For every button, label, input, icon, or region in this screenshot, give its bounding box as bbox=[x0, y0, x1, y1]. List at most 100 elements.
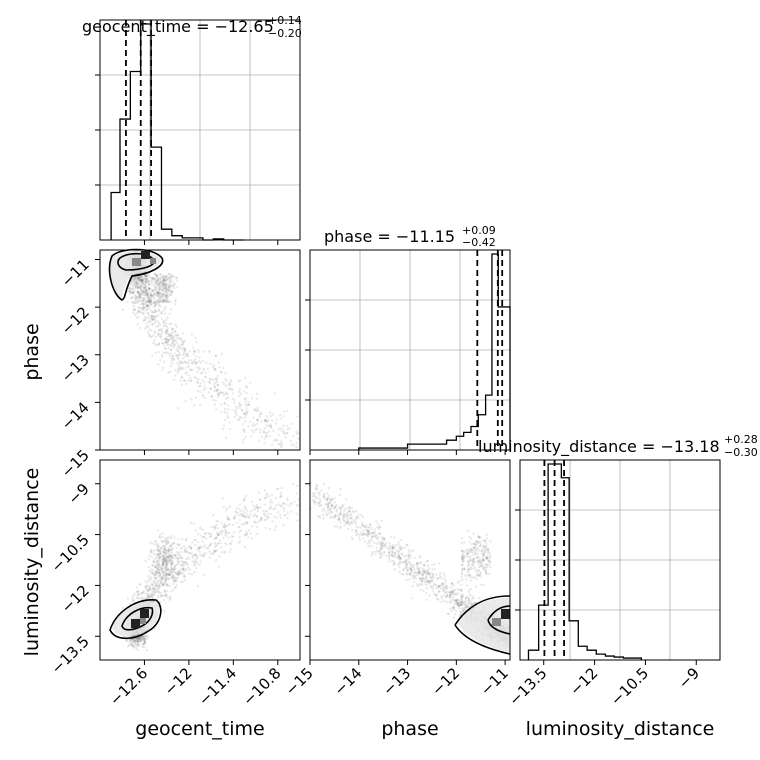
sample-point bbox=[182, 352, 186, 355]
sample-point bbox=[437, 590, 441, 594]
sample-point bbox=[139, 278, 142, 281]
sample-point bbox=[265, 415, 268, 418]
sample-point bbox=[141, 637, 144, 640]
sample-point bbox=[149, 301, 152, 305]
sample-point bbox=[443, 582, 446, 586]
sample-point bbox=[163, 570, 166, 574]
sample-point bbox=[152, 593, 156, 596]
sample-point bbox=[451, 591, 454, 594]
sample-point bbox=[243, 412, 246, 415]
sample-point bbox=[216, 533, 220, 537]
sample-point bbox=[234, 514, 237, 517]
sample-point bbox=[419, 577, 422, 580]
sample-point bbox=[170, 344, 173, 347]
sample-point bbox=[184, 348, 187, 351]
sample-point bbox=[145, 308, 148, 311]
sample-point bbox=[433, 563, 436, 566]
sample-point bbox=[424, 571, 427, 575]
panel-luminosity-distance-vs-phase: −15 −14 −13 −12 −11 phase bbox=[282, 459, 512, 740]
sample-point bbox=[133, 289, 136, 292]
sample-point bbox=[176, 349, 179, 353]
sample-point bbox=[280, 495, 283, 498]
sample-point bbox=[225, 534, 228, 538]
sample-point bbox=[164, 567, 167, 570]
sample-point bbox=[269, 415, 272, 418]
sample-point bbox=[348, 510, 351, 513]
sample-point bbox=[193, 358, 197, 361]
sample-point bbox=[196, 548, 199, 551]
sample-point bbox=[186, 563, 189, 566]
sample-point bbox=[132, 278, 135, 281]
sample-point bbox=[459, 610, 462, 613]
sample-point bbox=[279, 429, 282, 432]
sample-point bbox=[170, 557, 173, 560]
sample-point bbox=[191, 541, 194, 544]
sample-point bbox=[164, 284, 167, 287]
sample-point bbox=[146, 293, 149, 296]
sample-point bbox=[144, 285, 147, 289]
sample-point bbox=[459, 600, 462, 604]
sample-point bbox=[134, 280, 137, 284]
sample-point bbox=[162, 544, 165, 548]
sample-point bbox=[334, 505, 338, 508]
sample-point bbox=[260, 516, 263, 520]
sample-point bbox=[166, 329, 169, 332]
sample-point bbox=[164, 275, 167, 278]
sample-point bbox=[250, 397, 253, 400]
sample-point bbox=[233, 516, 236, 519]
sample-point bbox=[138, 637, 142, 641]
sample-point bbox=[177, 353, 181, 357]
sample-point bbox=[159, 282, 162, 285]
sample-point bbox=[279, 417, 282, 420]
sample-point bbox=[160, 567, 163, 571]
sample-point bbox=[185, 366, 188, 369]
sample-point bbox=[242, 438, 245, 441]
sample-point bbox=[176, 576, 179, 580]
sample-point bbox=[361, 524, 364, 528]
sample-point bbox=[164, 351, 167, 354]
sample-point bbox=[460, 599, 464, 603]
sample-point bbox=[318, 494, 321, 497]
sample-point bbox=[149, 292, 153, 295]
sample-point bbox=[413, 556, 417, 559]
sample-point bbox=[165, 329, 168, 332]
sample-point bbox=[143, 642, 147, 645]
sample-point bbox=[167, 340, 170, 344]
sample-point bbox=[314, 495, 318, 499]
sample-point bbox=[202, 555, 205, 558]
sample-point bbox=[138, 310, 141, 313]
sample-point bbox=[159, 336, 162, 339]
sample-point bbox=[168, 292, 171, 295]
sample-point bbox=[139, 275, 142, 278]
sample-point bbox=[198, 546, 201, 549]
sample-point bbox=[456, 602, 460, 605]
sample-point bbox=[246, 520, 249, 524]
sample-point bbox=[191, 560, 194, 563]
sample-point bbox=[147, 283, 151, 287]
sample-point bbox=[165, 297, 169, 300]
sample-point bbox=[425, 572, 428, 576]
sample-point bbox=[440, 584, 443, 587]
sample-point bbox=[134, 640, 137, 643]
sample-point bbox=[157, 320, 160, 323]
sample-point bbox=[417, 571, 420, 574]
sample-point bbox=[469, 579, 472, 582]
sample-point bbox=[314, 502, 317, 506]
sample-point bbox=[144, 316, 147, 319]
sample-point bbox=[487, 572, 490, 576]
sample-point bbox=[240, 512, 243, 516]
sample-point bbox=[170, 555, 173, 558]
sample-point bbox=[151, 276, 154, 280]
sample-point bbox=[329, 509, 332, 512]
sample-point bbox=[169, 284, 173, 287]
sample-point bbox=[469, 604, 472, 608]
sample-point bbox=[137, 280, 140, 283]
sample-point bbox=[213, 403, 216, 406]
sample-point bbox=[417, 571, 420, 574]
sample-point bbox=[145, 289, 148, 292]
sample-point bbox=[132, 311, 135, 314]
sample-point bbox=[446, 612, 449, 615]
sample-point bbox=[443, 599, 446, 602]
sample-point bbox=[465, 555, 468, 558]
sample-point bbox=[167, 569, 170, 572]
